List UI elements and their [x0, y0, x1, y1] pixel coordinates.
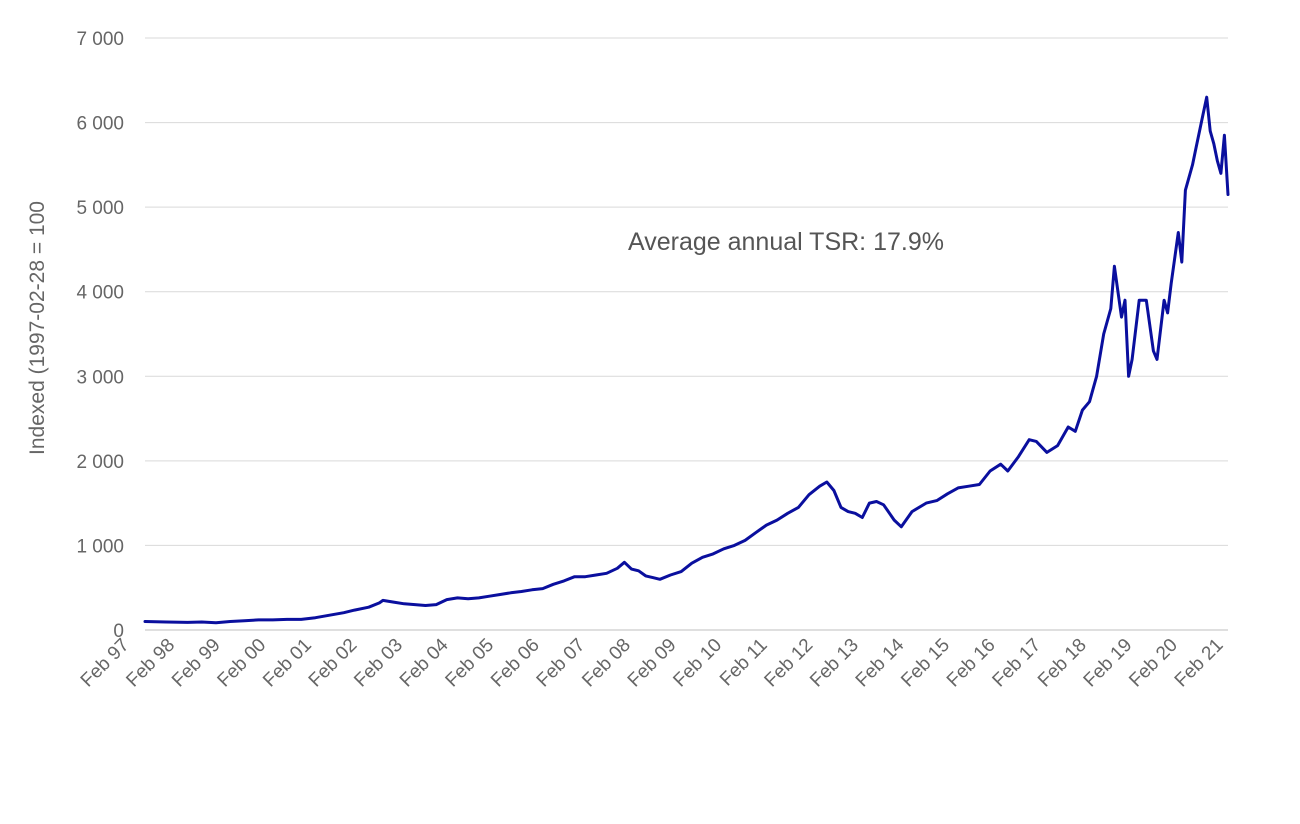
x-tick-label-19: Feb 16: [943, 635, 1000, 692]
x-tick-label-15: Feb 12: [761, 635, 818, 692]
y-tick-label-6000: 6 000: [76, 114, 124, 135]
y-tick-label-0: 0: [113, 621, 124, 642]
x-tick-label-21: Feb 18: [1034, 635, 1091, 692]
y-axis-title: Indexed (1997-02-28 = 100: [26, 201, 49, 455]
x-tick-label-12: Feb 09: [624, 635, 681, 692]
x-tick-label-20: Feb 17: [989, 635, 1046, 692]
x-tick-label-16: Feb 13: [806, 635, 863, 692]
x-tick-label-23: Feb 20: [1125, 635, 1182, 692]
x-tick-label-24: Feb 21: [1171, 635, 1228, 692]
y-tick-label-3000: 3 000: [76, 367, 124, 388]
x-tick-label-0: Feb 97: [77, 635, 134, 692]
gridlines: [145, 37, 1228, 631]
y-tick-label-1000: 1 000: [76, 536, 124, 557]
x-tick-label-9: Feb 06: [487, 635, 544, 692]
y-tick-label-4000: 4 000: [76, 283, 124, 304]
y-axis-tick-labels: 0 1 000 2 000 3 000 4 000 5 000 6 000 7 000: [76, 29, 124, 642]
x-tick-label-2: Feb 99: [168, 635, 225, 692]
x-tick-label-18: Feb 15: [897, 635, 954, 692]
x-tick-label-7: Feb 04: [396, 634, 453, 691]
x-tick-label-3: Feb 00: [214, 635, 271, 692]
x-tick-label-4: Feb 01: [259, 635, 316, 692]
y-tick-label-5000: 5 000: [76, 198, 124, 219]
x-tick-label-8: Feb 05: [442, 635, 499, 692]
x-tick-label-13: Feb 10: [669, 635, 726, 692]
y-tick-label-2000: 2 000: [76, 452, 124, 473]
tsr-annotation: Average annual TSR: 17.9%: [628, 228, 944, 256]
x-tick-label-10: Feb 07: [533, 635, 590, 692]
x-tick-label-1: Feb 98: [122, 635, 179, 692]
series-line-0: [143, 95, 1230, 625]
x-tick-label-14: Feb 11: [716, 635, 772, 691]
x-tick-label-22: Feb 19: [1080, 635, 1137, 692]
series-group: [143, 95, 1230, 625]
x-tick-label-5: Feb 02: [305, 635, 362, 692]
x-tick-label-17: Feb 14: [852, 634, 909, 691]
y-tick-label-7000: 7 000: [76, 29, 124, 50]
x-tick-label-6: Feb 03: [350, 635, 407, 692]
x-tick-label-11: Feb 08: [578, 635, 635, 692]
